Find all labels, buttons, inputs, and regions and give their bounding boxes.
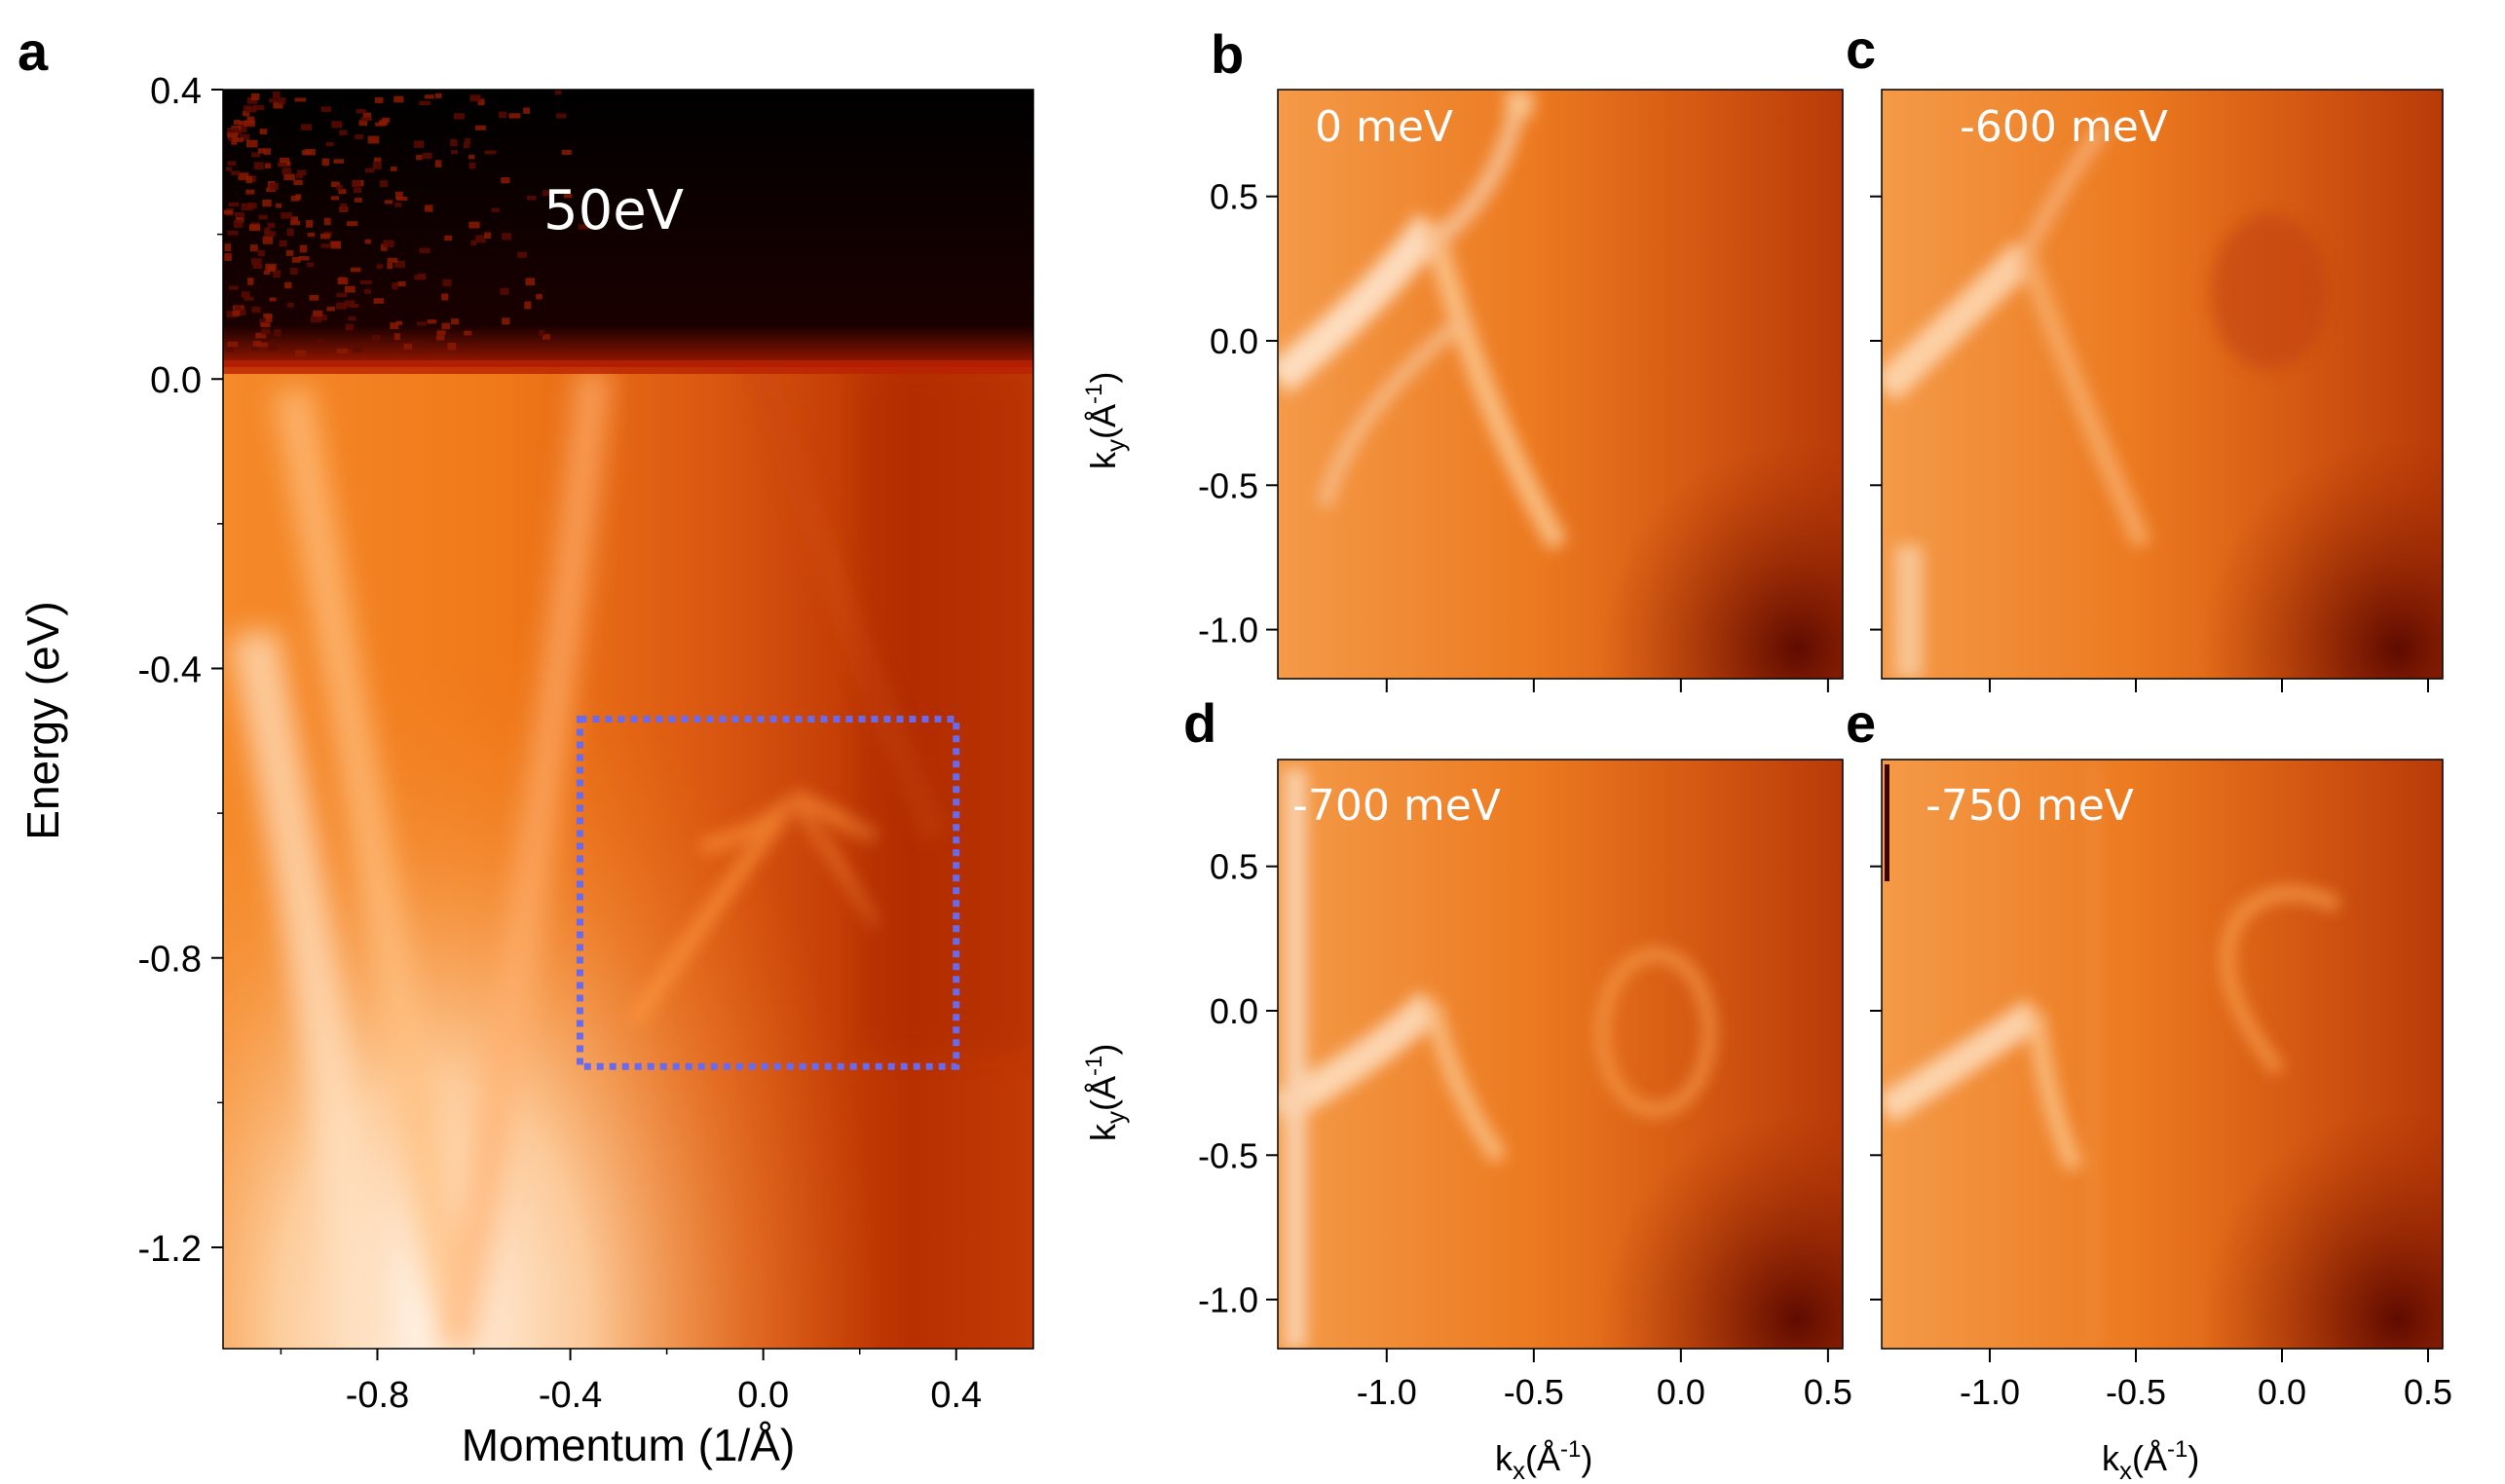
panel-b-letter: b [1211, 23, 1244, 85]
panel-e-annotation: -750 meV [1925, 781, 2134, 831]
a-xtick-label: -0.8 [346, 1375, 409, 1416]
panel-e: -750 meV e [1846, 692, 2444, 1350]
panel-c: -600 meV c [1846, 19, 2444, 680]
panel-d-letter: d [1183, 692, 1216, 754]
panel-c-letter: c [1846, 19, 1876, 80]
a-xtick-label: 0.0 [737, 1375, 789, 1416]
map-ytick-label: -0.5 [1198, 465, 1258, 505]
panel-c-heatmap [1882, 90, 2443, 679]
panel-b-heatmap [1278, 90, 1843, 679]
a-ytick-label: 0.4 [150, 71, 202, 112]
map-xtick-label: -1.0 [1960, 1372, 2020, 1412]
a-xtick-label: -0.4 [539, 1375, 602, 1416]
a-ytick-label: 0.0 [150, 360, 202, 401]
map-ytick-label: 0.0 [1210, 321, 1258, 361]
panel-b-ylabel: ky(Å-1) [1081, 372, 1130, 469]
panel-d: -700 meV d [1183, 692, 1844, 1350]
a-ytick-label: -1.2 [138, 1229, 202, 1270]
panel-b: 0 meV b [1211, 23, 1844, 680]
panel-e-xlabel: kx(Å-1) [2102, 1436, 2199, 1484]
panel-a-noise [223, 90, 589, 357]
panel-a-xlabel: Momentum (1/Å) [462, 1420, 796, 1470]
map-axes: 0.5 0.0 -0.5 -1.0 0.5 0.0 -0.5 -1.0 -1.0 -0.5 0.0 0… [1198, 177, 2452, 1412]
panel-a-ylabel: Energy (eV) [18, 601, 68, 839]
map-xtick-label: 0.0 [1657, 1372, 1705, 1412]
a-ytick-label: -0.8 [138, 940, 202, 981]
panel-c-annotation: -600 meV [1960, 102, 2168, 152]
map-ytick-label: 0.0 [1210, 991, 1258, 1031]
map-xtick-label: 0.0 [2258, 1372, 2306, 1412]
map-xtick-label: -0.5 [1504, 1372, 1564, 1412]
a-xtick-label: 0.4 [930, 1375, 982, 1416]
panel-d-annotation: -700 meV [1292, 781, 1501, 831]
panel-d-ylabel: ky(Å-1) [1081, 1044, 1130, 1141]
panel-a: 0.4 0.0 -0.4 -0.8 -1.2 -0.8 -0.4 0.0 0.4 50eV Mo… [18, 20, 1034, 1470]
panel-d-heatmap [1278, 760, 1843, 1349]
panel-b-annotation: 0 meV [1315, 102, 1453, 152]
map-ytick-label: -1.0 [1198, 611, 1258, 650]
panel-a-annotation: 50eV [543, 179, 684, 242]
map-xtick-label: -0.5 [2106, 1372, 2166, 1412]
map-ytick-label: 0.5 [1210, 847, 1258, 887]
map-ytick-label: -0.5 [1198, 1135, 1258, 1175]
panel-e-letter: e [1846, 692, 1876, 754]
momentum-maps: 0 meV b -600 meV c [1081, 19, 2452, 1484]
map-xtick-label: -1.0 [1357, 1372, 1417, 1412]
a-ytick-label: -0.4 [138, 649, 202, 690]
highlight-box [576, 716, 960, 1070]
map-xtick-label: 0.5 [1804, 1372, 1852, 1412]
map-xtick-label: 0.5 [2404, 1372, 2452, 1412]
map-ytick-label: -1.0 [1198, 1280, 1258, 1320]
panel-d-xlabel: kx(Å-1) [1495, 1436, 1592, 1484]
panel-e-heatmap [1882, 760, 2443, 1349]
panel-a-letter: a [18, 20, 49, 82]
panel-a-axes: 0.4 0.0 -0.4 -0.8 -1.2 -0.8 -0.4 0.0 0.4 [138, 71, 983, 1416]
map-ytick-label: 0.5 [1210, 177, 1258, 217]
